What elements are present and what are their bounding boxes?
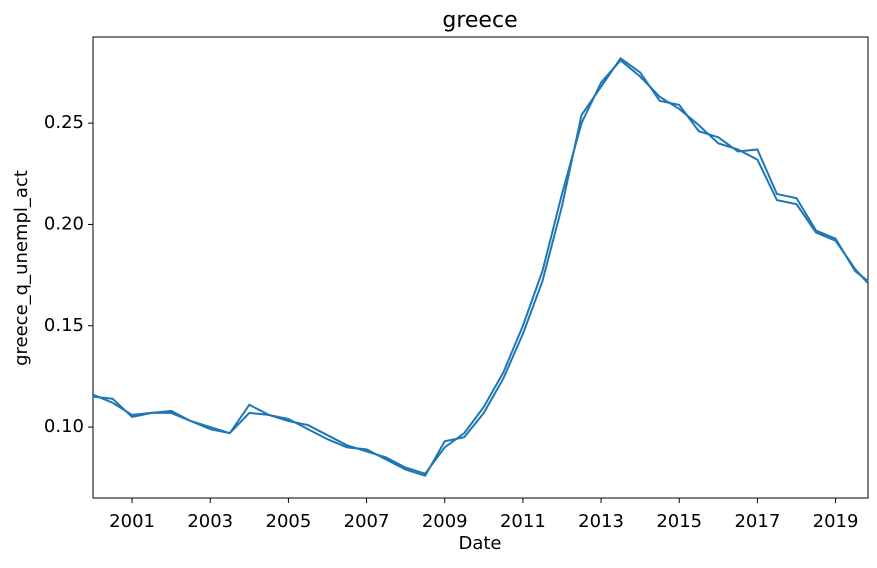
x-tick-label: 2009: [422, 511, 468, 532]
x-tick-label: 2007: [344, 511, 390, 532]
x-tick-label: 2005: [266, 511, 312, 532]
plot-frame: [92, 36, 869, 499]
y-axis-label: greece_q_unempl_act: [11, 170, 32, 366]
x-tick-label: 2015: [656, 511, 702, 532]
chart-title: greece: [442, 8, 517, 33]
x-axis-label: Date: [458, 533, 501, 554]
x-tick-label: 2001: [109, 511, 155, 532]
y-tick-label: 0.10: [44, 416, 84, 437]
line-series: [92, 56, 869, 477]
x-tick-label: 2019: [813, 511, 859, 532]
y-tick-label: 0.15: [44, 315, 84, 336]
x-tick-label: 2013: [578, 511, 624, 532]
x-tick-label: 2003: [187, 511, 233, 532]
line-series: [92, 58, 869, 475]
y-tick-label: 0.20: [44, 213, 84, 234]
x-tick-label: 2011: [500, 511, 546, 532]
y-tick-label: 0.25: [44, 112, 84, 133]
x-tick-label: 2017: [734, 511, 780, 532]
